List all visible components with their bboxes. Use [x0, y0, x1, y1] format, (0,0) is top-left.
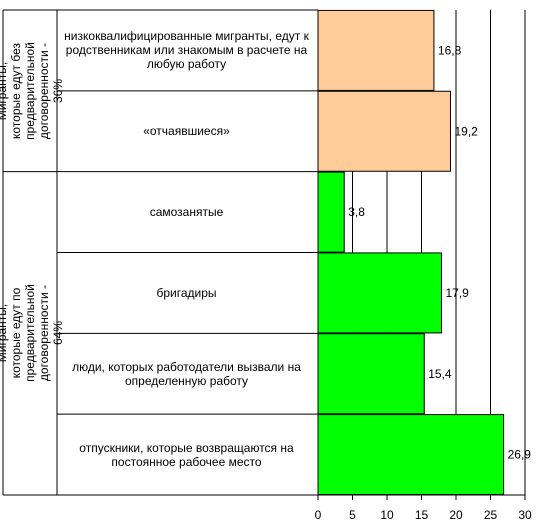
tick-label: 20 [449, 508, 463, 522]
tick-label: 30 [518, 508, 532, 522]
category-label: бригадиры [156, 285, 217, 300]
category-label: самозанятые [149, 205, 224, 220]
bar [317, 333, 425, 415]
group-label: Мигранты, которые едут по предварительно… [0, 284, 66, 383]
category-label: отпускники, которые возвращаются на пост… [79, 440, 294, 469]
tick-label: 15 [415, 508, 429, 522]
tick-label: 0 [315, 508, 322, 522]
tick-label: 25 [484, 508, 498, 522]
bar [317, 171, 345, 253]
data-label: 17,9 [446, 286, 470, 300]
data-label: 19,2 [454, 124, 478, 138]
bar [317, 9, 435, 91]
category-label: низкоквалифицированные мигранты, едут к … [64, 29, 309, 72]
group-label: Мигранты, которые едут без предварительн… [0, 41, 65, 140]
bar [317, 414, 505, 496]
data-label: 3,8 [348, 205, 365, 219]
data-label: 26,9 [508, 448, 532, 462]
bar [317, 90, 451, 172]
tick-label: 5 [349, 508, 356, 522]
category-label: «отчаявшиеся» [143, 124, 230, 139]
data-label: 16,8 [438, 43, 462, 57]
tick-label: 10 [380, 508, 394, 522]
bar [317, 252, 443, 334]
data-label: 15,4 [428, 367, 452, 381]
category-label: люди, которых работодатели вызвали на оп… [72, 359, 301, 388]
